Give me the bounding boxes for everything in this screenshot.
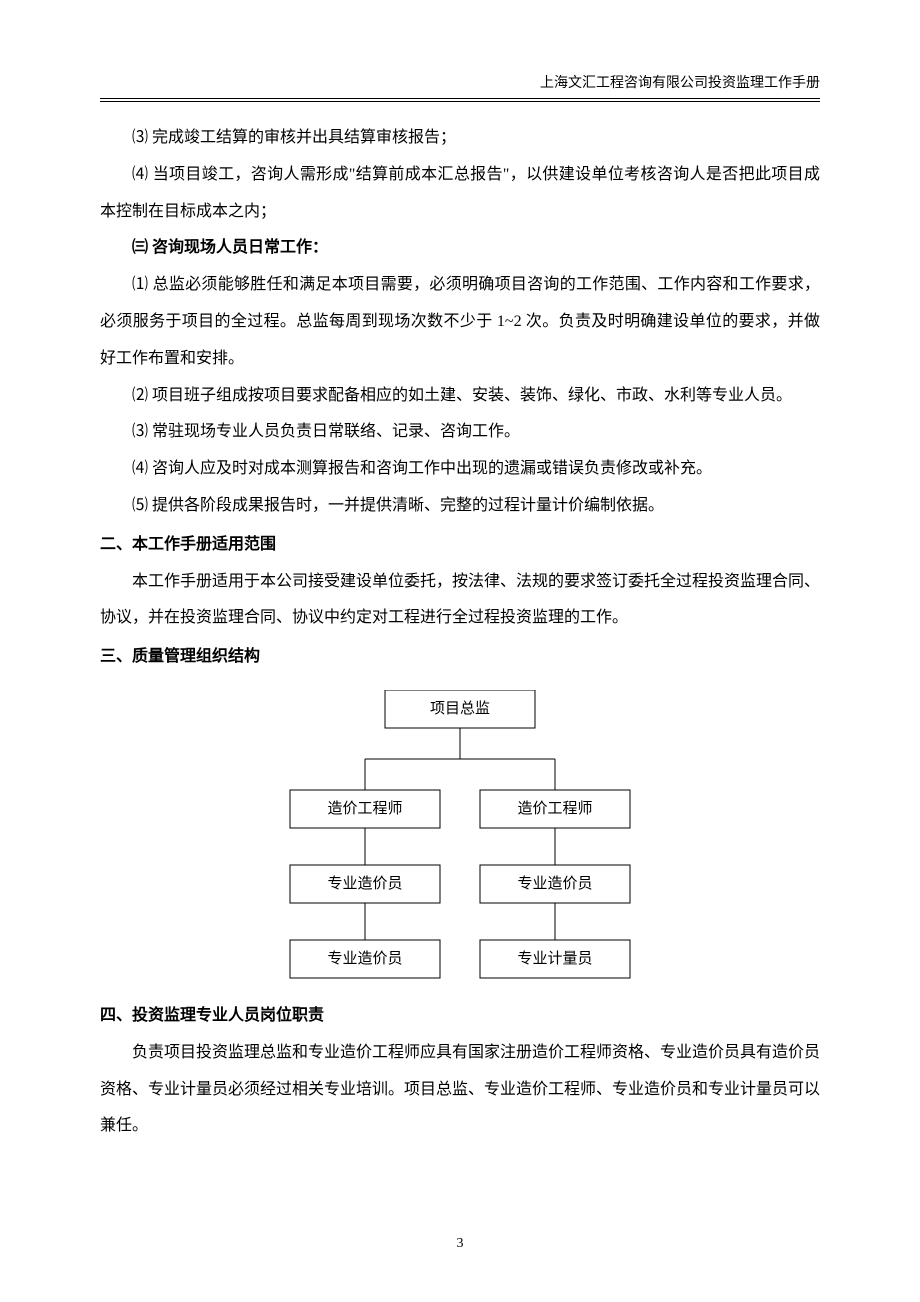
paragraph: 负责项目投资监理总监和专业造价工程师应具有国家注册造价工程师资格、专业造价员具有… [100,1035,820,1145]
header-underline [100,101,820,102]
paragraph: ⑷ 当项目竣工，咨询人需形成"结算前成本汇总报告"，以供建设单位考核咨询人是否把… [100,157,820,231]
document-body: ⑶ 完成竣工结算的审核并出具结算审核报告； ⑷ 当项目竣工，咨询人需形成"结算前… [100,120,820,1145]
page-header: 上海文汇工程咨询有限公司投资监理工作手册 [100,72,820,99]
paragraph: ⑴ 总监必须能够胜任和满足本项目需要，必须明确项目咨询的工作范围、工作内容和工作… [100,267,820,377]
header-title: 上海文汇工程咨询有限公司投资监理工作手册 [540,76,820,91]
paragraph: ⑸ 提供各阶段成果报告时，一并提供清晰、完整的过程计量计价编制依据。 [100,488,820,525]
paragraph: ⑷ 咨询人应及时对成本测算报告和咨询工作中出现的遗漏或错误负责修改或补充。 [100,451,820,488]
svg-text:专业造价员: 专业造价员 [327,875,402,892]
svg-text:项目总监: 项目总监 [430,700,490,717]
paragraph: ⑶ 常驻现场专业人员负责日常联络、记录、咨询工作。 [100,414,820,451]
paragraph: 本工作手册适用于本公司接受建设单位委托，按法律、法规的要求签订委托全过程投资监理… [100,564,820,638]
svg-text:专业造价员: 专业造价员 [327,950,402,967]
svg-text:造价工程师: 造价工程师 [327,800,402,817]
svg-text:专业造价员: 专业造价员 [517,875,592,892]
org-chart: 项目总监造价工程师造价工程师专业造价员专业造价员专业造价员专业计量员 [100,690,820,990]
svg-text:造价工程师: 造价工程师 [517,800,592,817]
paragraph: ⑵ 项目班子组成按项目要求配备相应的如土建、安装、装饰、绿化、市政、水利等专业人… [100,378,820,415]
org-chart-svg: 项目总监造价工程师造价工程师专业造价员专业造价员专业造价员专业计量员 [210,690,710,990]
section-heading: 二、本工作手册适用范围 [100,527,820,564]
section-heading: 四、投资监理专业人员岗位职责 [100,998,820,1035]
page-number: 3 [0,1236,920,1252]
subsection-heading: ㈢ 咨询现场人员日常工作： [100,230,820,267]
paragraph: ⑶ 完成竣工结算的审核并出具结算审核报告； [100,120,820,157]
svg-text:专业计量员: 专业计量员 [517,950,592,967]
section-heading: 三、质量管理组织结构 [100,639,820,676]
